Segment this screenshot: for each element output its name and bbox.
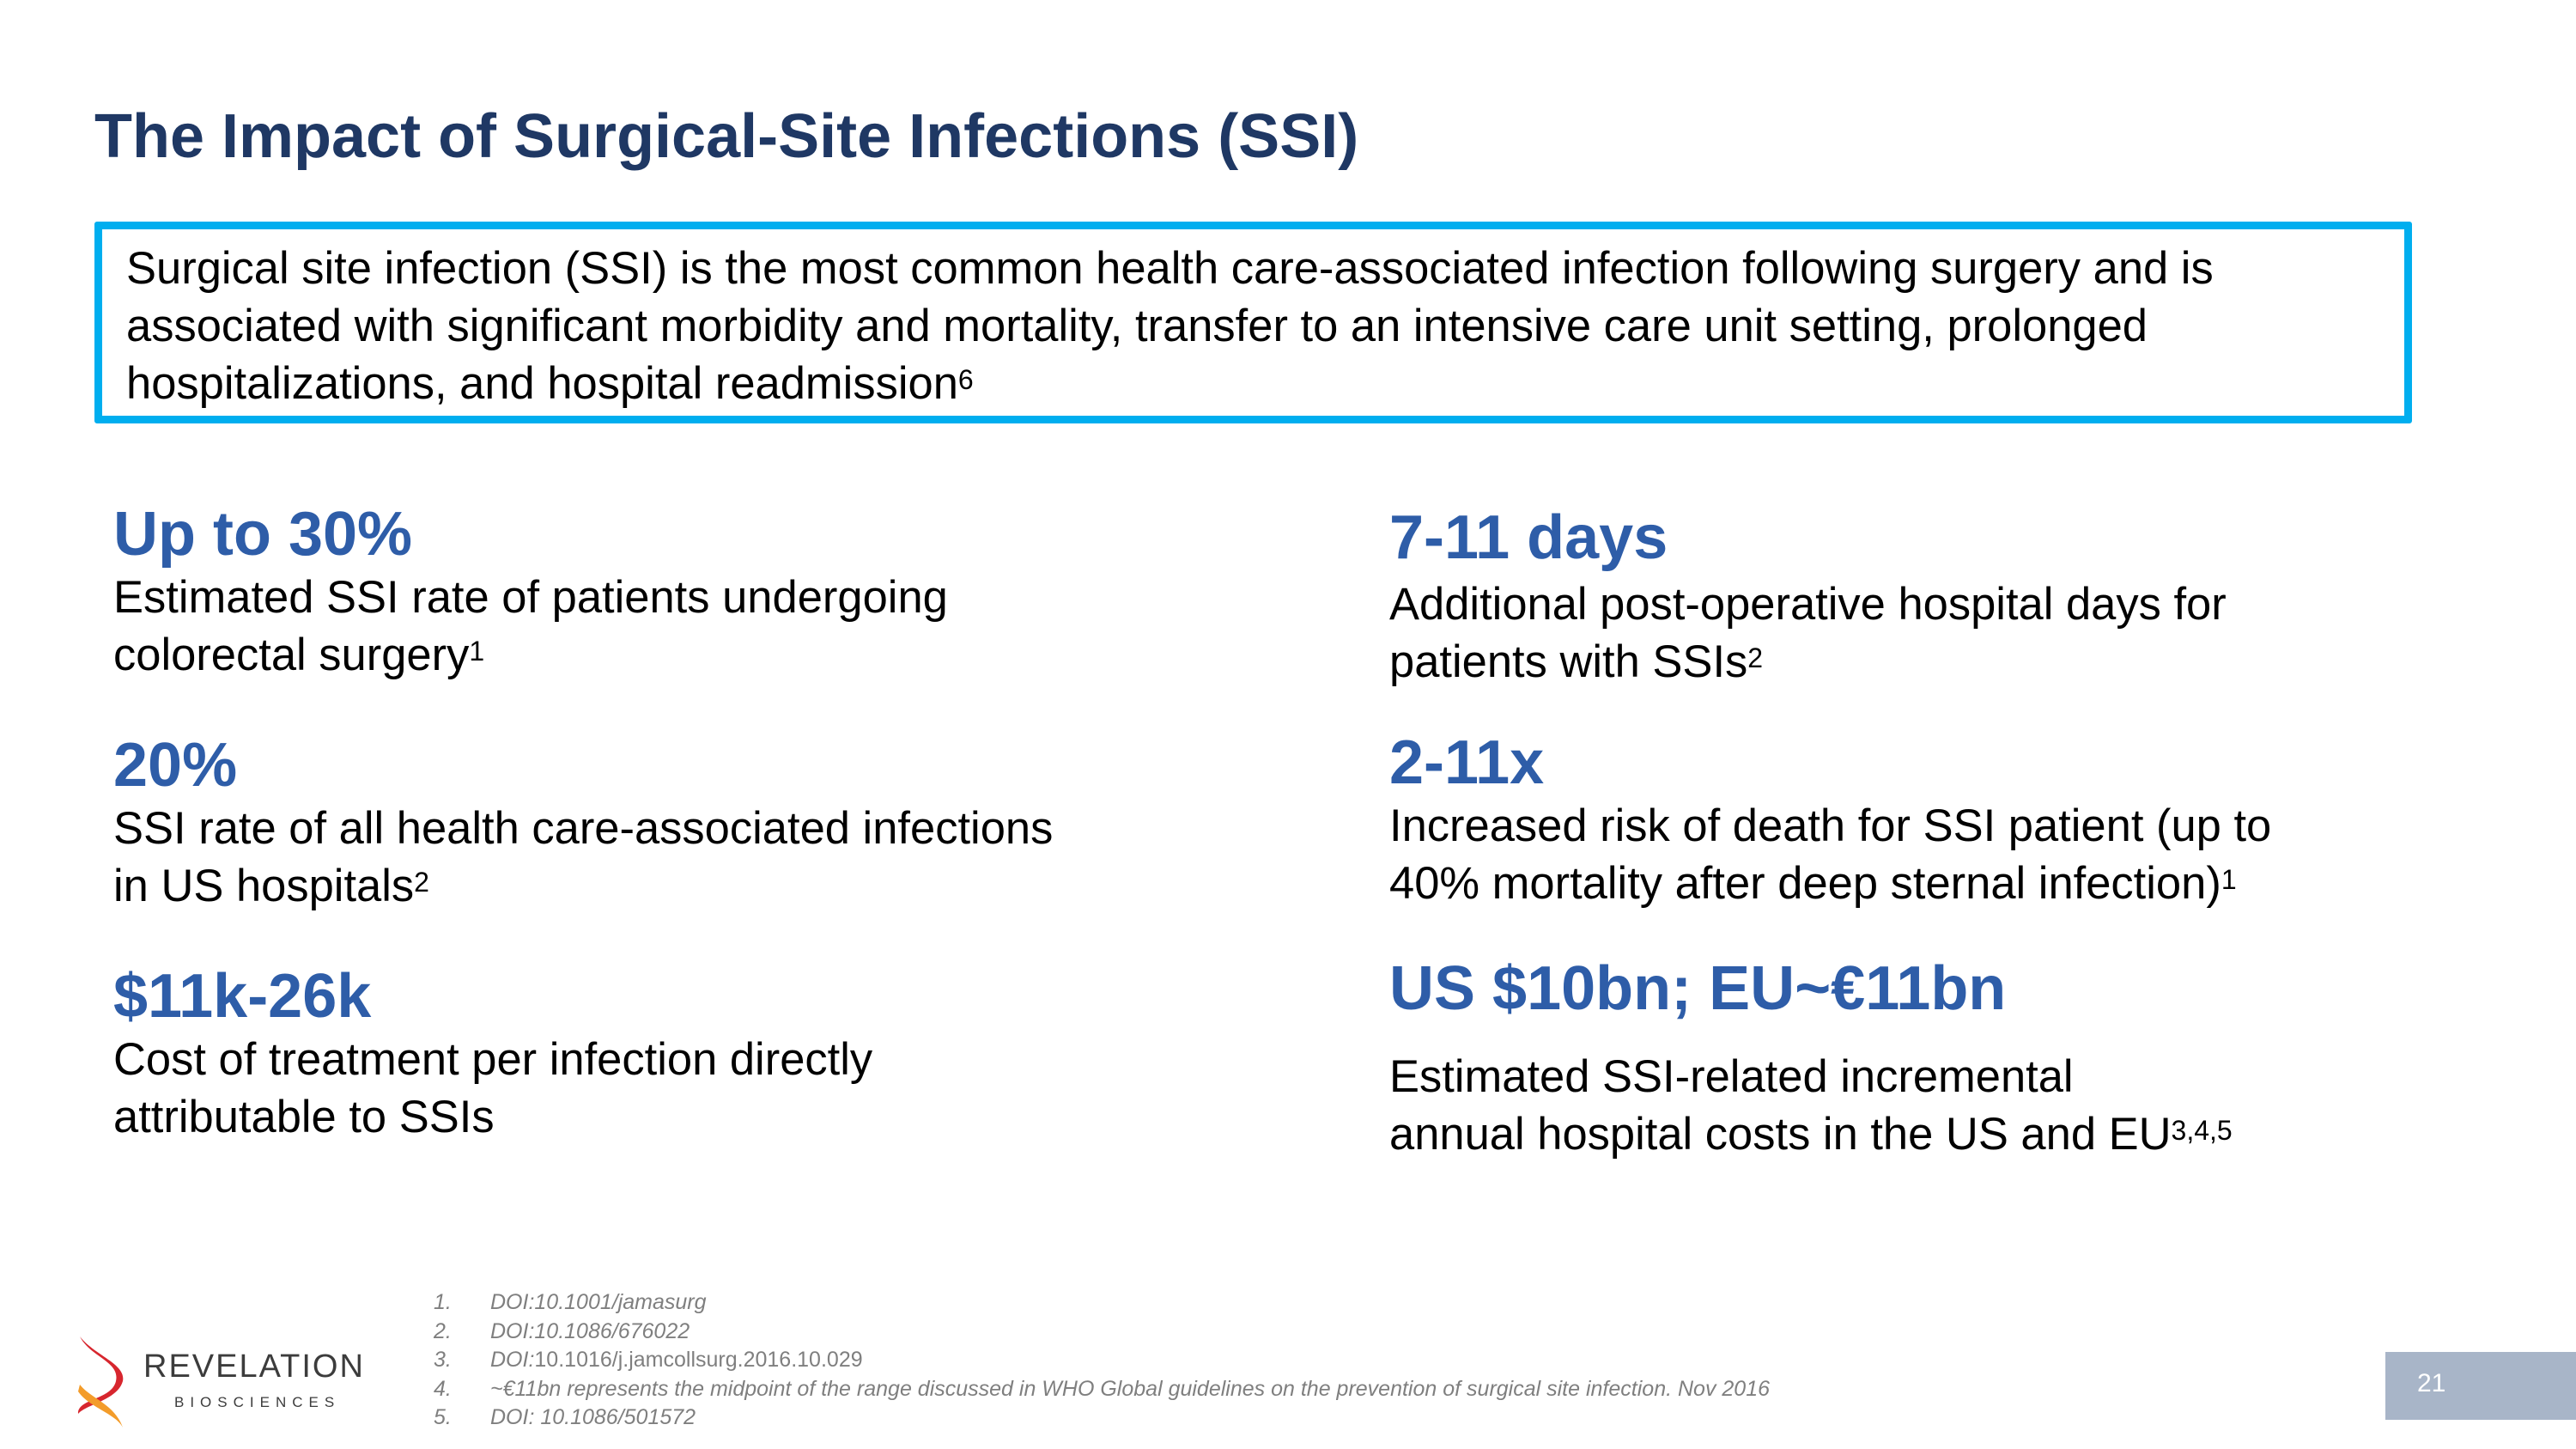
stat-description: Estimated SSI rate of patients undergoin… [113,572,948,680]
slide-title: The Impact of Surgical-Site Infections (… [94,102,1359,171]
callout-text: Surgical site infection (SSI) is the mos… [126,240,2427,412]
stat-headline: $11k-26k [113,962,372,1031]
callout-line: hospitalizations, and hospital readmissi… [126,358,974,409]
stat-description: Additional post-operative hospital days … [1389,579,2227,687]
stat-description: Cost of treatment per infection directly… [113,1034,873,1142]
callout-line: Surgical site infection (SSI) is the mos… [126,243,2214,294]
stat-headline: 20% [113,731,238,800]
callout-box: Surgical site infection (SSI) is the mos… [94,222,2412,423]
stat-annual-costs: US $10bn; EU~€11bn Estimated SSI-related… [1389,954,2506,1163]
stat-death-risk: 2-11x Increased risk of death for SSI pa… [1389,728,2506,912]
helix-logo-icon [77,1336,124,1428]
footnote-ref: 3,4,5 [2171,1115,2233,1146]
logo-subtitle: BIOSCIENCES [174,1394,341,1410]
page-number: 21 [2417,1369,2446,1397]
footnote-item: 5. DOI: 10.1086/501572 [434,1405,696,1429]
stat-description: SSI rate of all health care-associated i… [113,803,1054,911]
stat-treatment-cost: $11k-26k Cost of treatment per infection… [113,962,1230,1146]
stat-headline: US $10bn; EU~€11bn [1389,954,2007,1023]
footnote-ref: 1 [469,636,485,667]
stat-description: Estimated SSI-related incremental annual… [1389,1051,2233,1160]
callout-line: associated with significant morbidity an… [126,301,2148,351]
company-logo: REVELATION BIOSCIENCES [73,1331,365,1434]
footnote-ref: 2 [414,867,429,898]
footnote-item: 4. ~€11bn represents the midpoint of the … [434,1376,1771,1401]
page-number-box: 21 [2385,1352,2576,1420]
stat-hospital-days: 7-11 days Additional post-operative hosp… [1389,503,2506,691]
stat-headline: 7-11 days [1389,503,1668,572]
stat-headline: Up to 30% [113,500,413,569]
footnote-item: 1. DOI:10.1001/jamasurg [434,1290,707,1314]
footnote-item: 2. DOI:10.1086/676022 [434,1318,690,1343]
stat-colorectal-rate: Up to 30% Estimated SSI rate of patients… [113,500,1230,684]
footnote-ref: 6 [957,364,974,395]
stat-headline: 2-11x [1389,728,1545,797]
stat-hai-rate: 20% SSI rate of all health care-associat… [113,731,1230,915]
footnote-ref: 2 [1747,642,1764,673]
footnotes-list: 1. DOI:10.1001/jamasurg 2. DOI:10.1086/676… [434,1288,1770,1433]
footnote-item: 3. DOI: 10.1016/j.jamcollsurg.2016.10.029 [434,1348,863,1372]
stat-description: Increased risk of death for SSI patient … [1389,801,2272,909]
logo-wordmark: REVELATION [143,1349,365,1385]
footnote-ref: 1 [2221,864,2237,895]
